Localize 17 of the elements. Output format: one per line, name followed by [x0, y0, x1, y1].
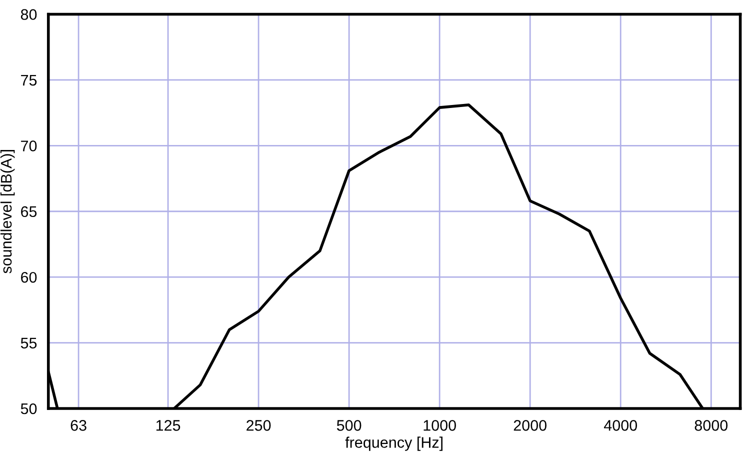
x-axis-title: frequency [Hz] [345, 436, 442, 451]
x-tick-label: 500 [336, 420, 362, 431]
y-tick-label: 65 [21, 206, 37, 218]
y-tick-label: 60 [21, 272, 37, 283]
x-tick-label: 250 [246, 420, 271, 431]
x-tick-label: 4000 [604, 420, 638, 431]
x-tick-label: 63 [70, 420, 86, 431]
x-tick-label: 8000 [694, 420, 728, 431]
y-tick-label: 75 [21, 74, 37, 86]
x-tick-label: 2000 [514, 420, 546, 431]
x-tick-label: 125 [156, 420, 180, 431]
x-tick-label: 1000 [424, 420, 456, 431]
y-tick-label: 55 [20, 338, 37, 348]
y-tick-label: 70 [21, 140, 37, 152]
y-tick-label: 80 [20, 9, 37, 20]
y-axis-title: soundlevel [dB(A)] [0, 150, 15, 274]
y-tick-label: 50 [20, 403, 37, 414]
